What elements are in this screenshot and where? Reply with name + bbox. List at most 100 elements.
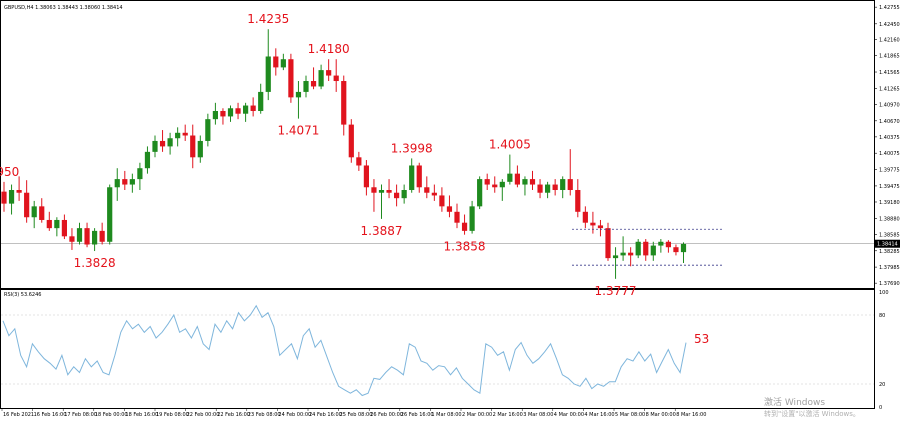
candle-body bbox=[424, 187, 430, 193]
time-tick-label: 19 Feb 08:00 bbox=[156, 412, 189, 418]
candle bbox=[590, 211, 596, 234]
candle-body bbox=[612, 255, 619, 259]
candle bbox=[16, 176, 22, 201]
time-tick-label: 26 Feb 00:00 bbox=[370, 412, 403, 418]
candle bbox=[612, 247, 619, 279]
time-tick-label: 24 Feb 00:00 bbox=[278, 412, 311, 418]
candle bbox=[492, 176, 498, 193]
candle bbox=[227, 105, 234, 122]
price-tick-label: 1.39180 bbox=[879, 200, 900, 206]
candle bbox=[114, 168, 120, 201]
current-price-label: 1.38414 bbox=[877, 242, 898, 248]
candle-body bbox=[439, 195, 445, 207]
candle bbox=[469, 200, 475, 234]
candle bbox=[197, 135, 203, 163]
candle-body bbox=[182, 132, 188, 136]
watermark-line1: 激活 Windows bbox=[764, 396, 825, 408]
candle-body bbox=[680, 243, 687, 253]
candle-body bbox=[605, 228, 611, 259]
price-tick-label: 1.42160 bbox=[879, 38, 900, 44]
candle bbox=[144, 146, 151, 174]
candle bbox=[92, 228, 98, 252]
candle-body bbox=[348, 124, 354, 158]
candle-body bbox=[205, 119, 211, 141]
candle-body bbox=[84, 228, 90, 245]
candle bbox=[605, 222, 611, 261]
candle-body bbox=[454, 211, 460, 223]
candle-body bbox=[363, 165, 369, 188]
candle bbox=[665, 240, 671, 253]
candle-body bbox=[159, 140, 166, 147]
candle bbox=[409, 158, 415, 193]
candle bbox=[371, 179, 377, 212]
price-tick-label: 1.39775 bbox=[879, 168, 900, 174]
candle bbox=[499, 179, 505, 201]
candle bbox=[333, 59, 339, 92]
price-tick-label: 1.40075 bbox=[879, 151, 900, 157]
candle-body bbox=[446, 206, 453, 212]
candle bbox=[620, 236, 626, 261]
time-tick-label: 3 Mar 08:00 bbox=[523, 412, 553, 418]
candle-body bbox=[575, 190, 581, 212]
candle-body bbox=[567, 179, 573, 191]
candle-body bbox=[469, 206, 475, 231]
time-tick-label: 17 Feb 08:00 bbox=[64, 412, 97, 418]
candle bbox=[243, 102, 249, 122]
candle-body bbox=[16, 190, 22, 193]
candle bbox=[167, 132, 173, 155]
candle-body bbox=[371, 187, 377, 193]
time-tick-label: 16 Feb 16:00 bbox=[34, 412, 67, 418]
price-tick-label: 1.42755 bbox=[879, 5, 900, 11]
candle bbox=[61, 214, 67, 240]
rsi-line bbox=[2, 304, 687, 397]
candle bbox=[567, 149, 573, 196]
price-annotation: 1.4071 bbox=[277, 124, 319, 138]
time-tick-label: 1 Mar 08:00 bbox=[431, 412, 461, 418]
candle bbox=[341, 75, 347, 136]
rsi-tick-label: 0 bbox=[879, 405, 882, 411]
candle bbox=[235, 102, 241, 120]
time-tick-label: 2 Mar 00:00 bbox=[462, 412, 492, 418]
candle bbox=[363, 160, 369, 196]
price-tick-label: 1.41865 bbox=[879, 54, 900, 60]
candle bbox=[175, 127, 181, 147]
time-tick-label: 22 Feb 00:00 bbox=[187, 412, 220, 418]
price-tick-label: 1.39475 bbox=[879, 184, 900, 190]
candle-body bbox=[356, 157, 362, 166]
candle-body bbox=[529, 179, 536, 185]
candle-body bbox=[552, 184, 558, 191]
candle-body bbox=[507, 173, 513, 182]
candle-body bbox=[8, 190, 15, 204]
candle-body bbox=[620, 252, 626, 256]
rsi-tick-label: 20 bbox=[879, 382, 885, 388]
candle bbox=[212, 102, 218, 125]
candle-body bbox=[46, 219, 52, 229]
candle-body bbox=[409, 165, 415, 191]
candle-body bbox=[295, 91, 302, 98]
candle bbox=[386, 179, 392, 199]
candle bbox=[575, 179, 581, 218]
price-tick-label: 1.41265 bbox=[879, 86, 900, 92]
current-price-marker bbox=[875, 239, 900, 248]
time-tick-label: 24 Feb 16:00 bbox=[309, 412, 342, 418]
candle-body bbox=[69, 236, 75, 242]
candle bbox=[446, 195, 453, 218]
candle-body bbox=[326, 70, 332, 76]
candle bbox=[628, 247, 634, 267]
candle bbox=[529, 170, 536, 191]
candle-body bbox=[114, 179, 120, 188]
candle-body bbox=[227, 108, 234, 117]
candle-body bbox=[665, 241, 671, 248]
candle bbox=[514, 165, 520, 188]
time-tick-label: 4 Mar 16:00 bbox=[584, 412, 614, 418]
price-annotation: 3950 bbox=[0, 165, 19, 179]
candle bbox=[348, 119, 354, 163]
watermark-line2: 转到"设置"以激活 Windows。 bbox=[764, 409, 860, 418]
symbol-info: GBPUSD,H4 1.38063 1.38443 1.38060 1.3841… bbox=[4, 5, 123, 11]
rsi-info: RSI(3) 53.6246 bbox=[4, 292, 41, 298]
candle bbox=[220, 108, 226, 125]
candlestick-series bbox=[1, 29, 687, 279]
candle-body bbox=[341, 81, 347, 125]
